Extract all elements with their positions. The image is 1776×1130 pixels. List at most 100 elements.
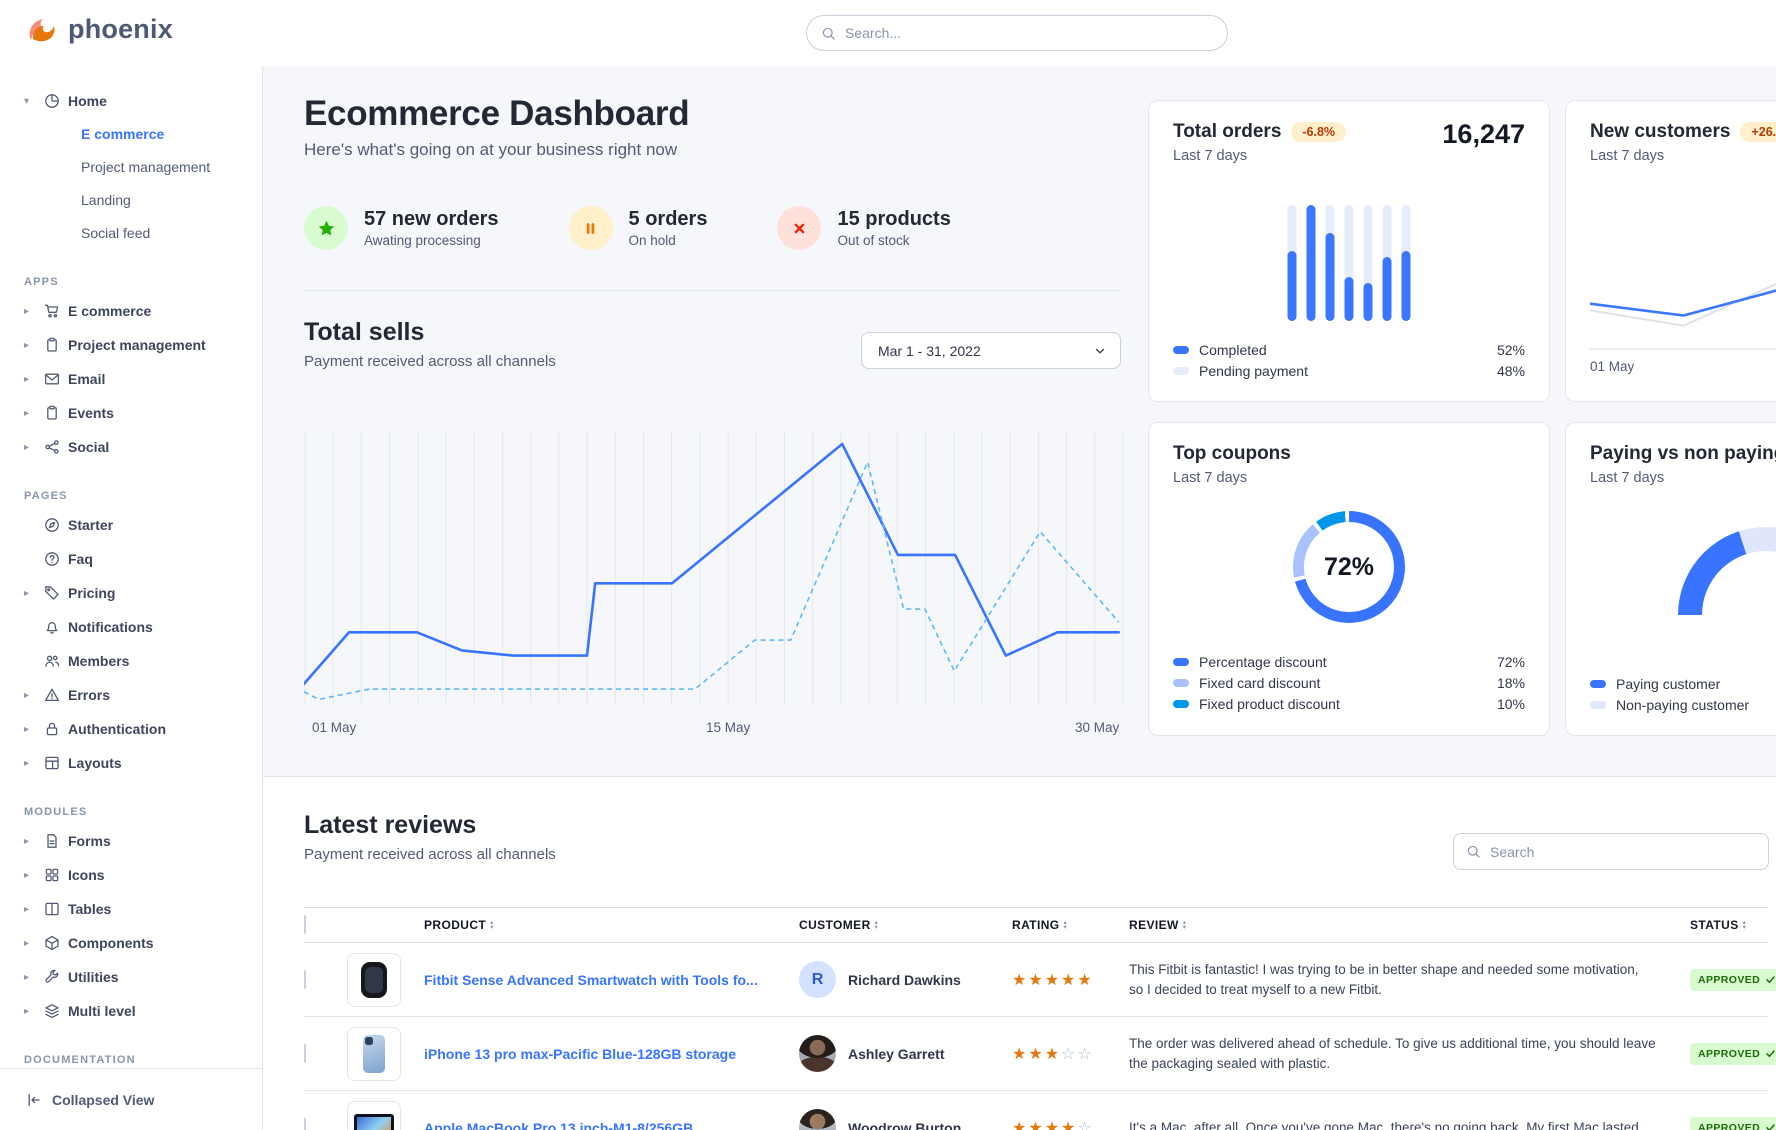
rating-stars: ★★★☆☆ [1012, 1045, 1094, 1063]
table-row: Fitbit Sense Advanced Smartwatch with To… [304, 943, 1776, 1017]
caret-right-icon: ▸ [24, 441, 30, 453]
reviews-table: PRODUCT ▴ ▾ CUSTOMER ▴ ▾ RATING ▴ ▾ REVIEW ▴ ▾ S… [304, 907, 1776, 1130]
avatar [799, 1035, 836, 1072]
sidebar-item-social-feed[interactable]: Social feed [81, 225, 151, 241]
sidebar-section-apps: APPS [24, 276, 59, 288]
order-bar [1382, 205, 1392, 321]
sidebar: ▾ Home E commerce Project management Landin… [0, 66, 263, 1130]
card-period: Last 7 days [1590, 470, 1665, 486]
date-range-value: Mar 1 - 31, 2022 [878, 342, 981, 359]
x-axis-label: 30 May [1075, 720, 1120, 735]
product-image[interactable] [347, 1026, 401, 1081]
row-checkbox[interactable] [304, 1043, 306, 1063]
product-link[interactable]: Apple MacBook Pro 13 inch-M1-8/256GB [424, 1119, 694, 1130]
stats-row: 57 new orders Awating processing 5 order… [304, 206, 951, 250]
global-search[interactable] [806, 15, 1228, 51]
status-badge: APPROVED [1690, 968, 1776, 991]
product-image[interactable] [347, 1100, 401, 1130]
caret-right-icon: ▸ [24, 835, 30, 847]
sidebar-item-members[interactable]: Members [0, 644, 262, 678]
reviews-title: Latest reviews [304, 811, 477, 839]
main-content: Ecommerce Dashboard Here's what's going … [263, 66, 1776, 1130]
sidebar-item-starter[interactable]: Starter [0, 508, 262, 542]
avatar [799, 1109, 836, 1130]
sidebar-item-faq[interactable]: Faq [0, 542, 262, 576]
total-sells-chart [304, 432, 1124, 704]
brand-logo[interactable]: phoenix [24, 13, 173, 45]
donut-center-value: 72% [1323, 552, 1375, 581]
paying-gauge-chart [1678, 527, 1776, 615]
column-header-customer[interactable]: CUSTOMER ▴ ▾ [799, 918, 879, 932]
legend-swatch [1590, 679, 1606, 688]
sidebar-item-pricing[interactable]: ▸ Pricing [24, 585, 116, 601]
card-title: Total orders [1173, 121, 1282, 142]
stat-out-of-stock: 15 products Out of stock [777, 206, 951, 250]
sidebar-item-errors[interactable]: ▸ Errors [24, 687, 111, 703]
sidebar-item-home[interactable]: ▾ Home [24, 93, 107, 109]
sidebar-item-components[interactable]: ▸ Components [24, 935, 154, 951]
pause-icon [586, 222, 595, 234]
sidebar-item-e-commerce[interactable]: ▸ E commerce [24, 303, 152, 319]
new-customers-chart [1590, 283, 1776, 350]
caret-right-icon: ▸ [24, 757, 30, 769]
sidebar-section-documentation: DOCUMENTATION [24, 1054, 136, 1066]
clipboard-icon [47, 337, 57, 352]
sidebar-item-notifications[interactable]: Notifications [0, 610, 262, 644]
columns-icon [45, 902, 59, 916]
date-range-select[interactable]: Mar 1 - 31, 2022 [861, 332, 1121, 369]
sidebar-item-multi-level[interactable]: ▸ Multi level [24, 1003, 136, 1019]
sidebar-item-icons[interactable]: ▸ Icons [24, 867, 105, 883]
sidebar-item-tables[interactable]: ▸ Tables [24, 901, 112, 917]
star-icon [304, 206, 348, 250]
legend-item: Paying customer [1590, 673, 1776, 694]
sidebar-item-landing[interactable]: Landing [81, 192, 131, 208]
column-header-product[interactable]: PRODUCT ▴ ▾ [424, 918, 494, 932]
series-current [1590, 289, 1776, 317]
top-coupons-donut-chart: 72% [1293, 511, 1405, 623]
search-icon [822, 27, 835, 40]
sidebar-item-project-management[interactable]: ▸ Project management [24, 337, 206, 353]
wrench-icon [45, 969, 59, 983]
row-checkbox[interactable] [304, 969, 306, 989]
row-checkbox[interactable] [304, 1117, 306, 1130]
sidebar-item-utilities[interactable]: ▸ Utilities [24, 969, 119, 985]
legend-swatch [1590, 700, 1606, 709]
sidebar-item-project-management[interactable]: Project management [81, 159, 211, 175]
lock-icon [46, 722, 58, 736]
column-header-status[interactable]: STATUS ▴ ▾ [1690, 918, 1747, 932]
product-link[interactable]: iPhone 13 pro max-Pacific Blue-128GB sto… [424, 1045, 736, 1062]
order-bar [1306, 205, 1316, 321]
card-title: Paying vs non paying [1590, 443, 1776, 464]
review-text: This Fitbit is fantastic! I was trying t… [1129, 961, 1639, 997]
cart-icon [44, 304, 59, 318]
product-link[interactable]: Fitbit Sense Advanced Smartwatch with To… [424, 971, 758, 988]
global-search-input[interactable] [845, 25, 1213, 41]
sidebar-item-layouts[interactable]: ▸ Layouts [24, 755, 122, 771]
column-header-review[interactable]: REVIEW ▴ ▾ [1129, 918, 1187, 932]
reviews-search-input[interactable] [1490, 843, 1756, 860]
column-header-rating[interactable]: RATING ▴ ▾ [1012, 918, 1068, 932]
customer-cell: R Richard Dawkins [799, 961, 1012, 998]
topbar: phoenix [0, 0, 1776, 66]
sidebar-item-social[interactable]: ▸ Social [24, 439, 110, 455]
check-icon [1766, 976, 1775, 984]
layout-icon [45, 756, 59, 770]
sidebar-item-e-commerce[interactable]: E commerce [81, 126, 165, 142]
sidebar-item-forms[interactable]: ▸ Forms [24, 833, 111, 849]
check-icon [1766, 1050, 1775, 1058]
total-orders-value: 16,247 [1442, 119, 1525, 149]
sort-icon: ▴ ▾ [874, 919, 879, 931]
collapse-sidebar-button[interactable]: Collapsed View [0, 1068, 262, 1130]
sidebar-item-events[interactable]: ▸ Events [24, 405, 114, 421]
reviews-search[interactable] [1453, 833, 1769, 870]
total-orders-card: Total orders -6.8% Last 7 days 16,247 Co… [1148, 100, 1550, 402]
product-image[interactable] [347, 952, 401, 1007]
stat-on-hold: 5 orders On hold [568, 206, 707, 250]
status-badge: APPROVED [1690, 1042, 1776, 1065]
sidebar-item-authentication[interactable]: ▸ Authentication [24, 721, 166, 737]
rating-stars: ★★★★★ [1012, 971, 1094, 989]
rating-stars: ★★★★☆ [1012, 1119, 1094, 1130]
sidebar-item-email[interactable]: ▸ Email [24, 371, 106, 387]
select-all-checkbox[interactable] [304, 915, 306, 934]
